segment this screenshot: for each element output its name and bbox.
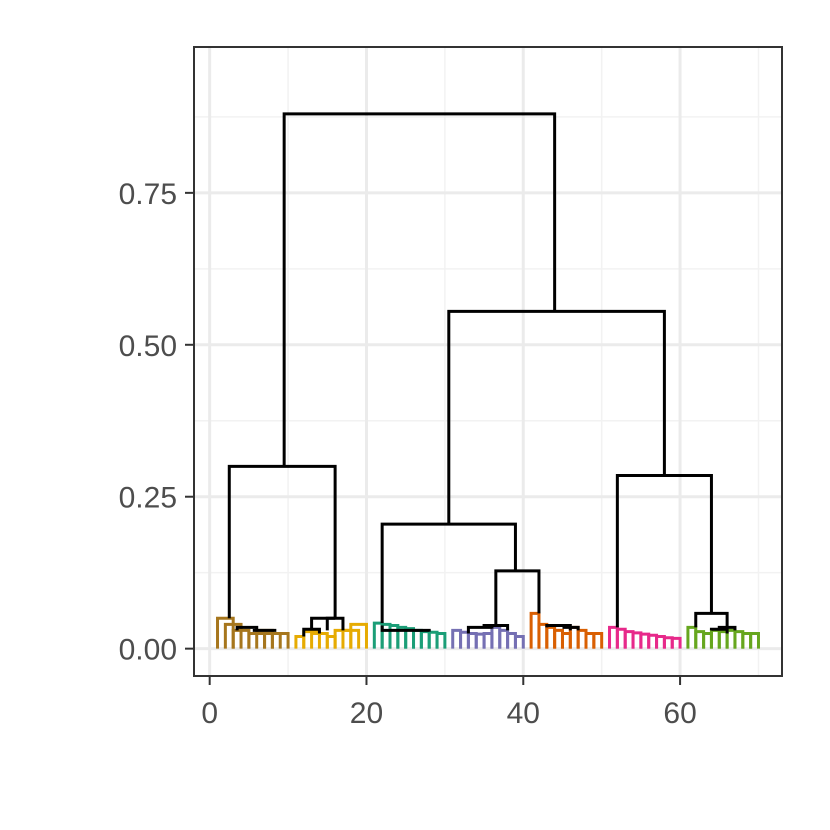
dendrogram-branches [216, 112, 760, 649]
x-tick-label: 40 [507, 697, 540, 730]
dendrogram-merge-pink [670, 636, 682, 649]
y-tick-label: 0.00 [119, 634, 177, 667]
dendrogram-merge-black [694, 611, 729, 628]
dendrogram-merge-black [447, 309, 666, 525]
dendrogram-merge-brown [223, 622, 243, 649]
y-tick-label: 0.75 [119, 178, 177, 211]
dendrogram-merge-teal [435, 631, 447, 649]
dendrogram-merge-black [482, 624, 510, 631]
dendrogram-merge-brown [270, 631, 290, 649]
x-tick-label: 20 [350, 697, 383, 730]
dendrogram-merge-black [227, 464, 337, 619]
dendrogram-merge-black [302, 627, 321, 637]
dendrogram-merge-orange [592, 631, 604, 649]
y-tick-label: 0.50 [119, 330, 177, 363]
dendrogram-merge-black [466, 625, 494, 634]
panel-border [193, 46, 783, 677]
dendrogram-merge-green [749, 631, 760, 649]
grid-lines [194, 47, 782, 676]
y-tick-label: 0.25 [119, 482, 177, 515]
dendrogram-merge-black [562, 625, 580, 631]
x-tick-label: 0 [201, 697, 218, 730]
dendrogram-merge-black [709, 627, 729, 634]
dendrogram-merge-purple [513, 634, 525, 649]
dendrogram-merge-gold [302, 630, 321, 649]
x-tick-label: 60 [663, 697, 696, 730]
dendrogram-merge-black [494, 569, 541, 625]
dendrogram-merge-black [282, 112, 557, 467]
dendrogram-merge-black [717, 625, 737, 631]
axes: 0.00 0.25 0.50 0.75 0 20 40 60 [119, 178, 697, 730]
dendrogram-merge-black [235, 625, 259, 631]
dendrogram-merge-black [380, 522, 517, 624]
dendrogram-merge-black [380, 625, 431, 632]
dendrogram-merge-black [310, 616, 336, 630]
dendrogram-merge-gold [349, 622, 368, 649]
